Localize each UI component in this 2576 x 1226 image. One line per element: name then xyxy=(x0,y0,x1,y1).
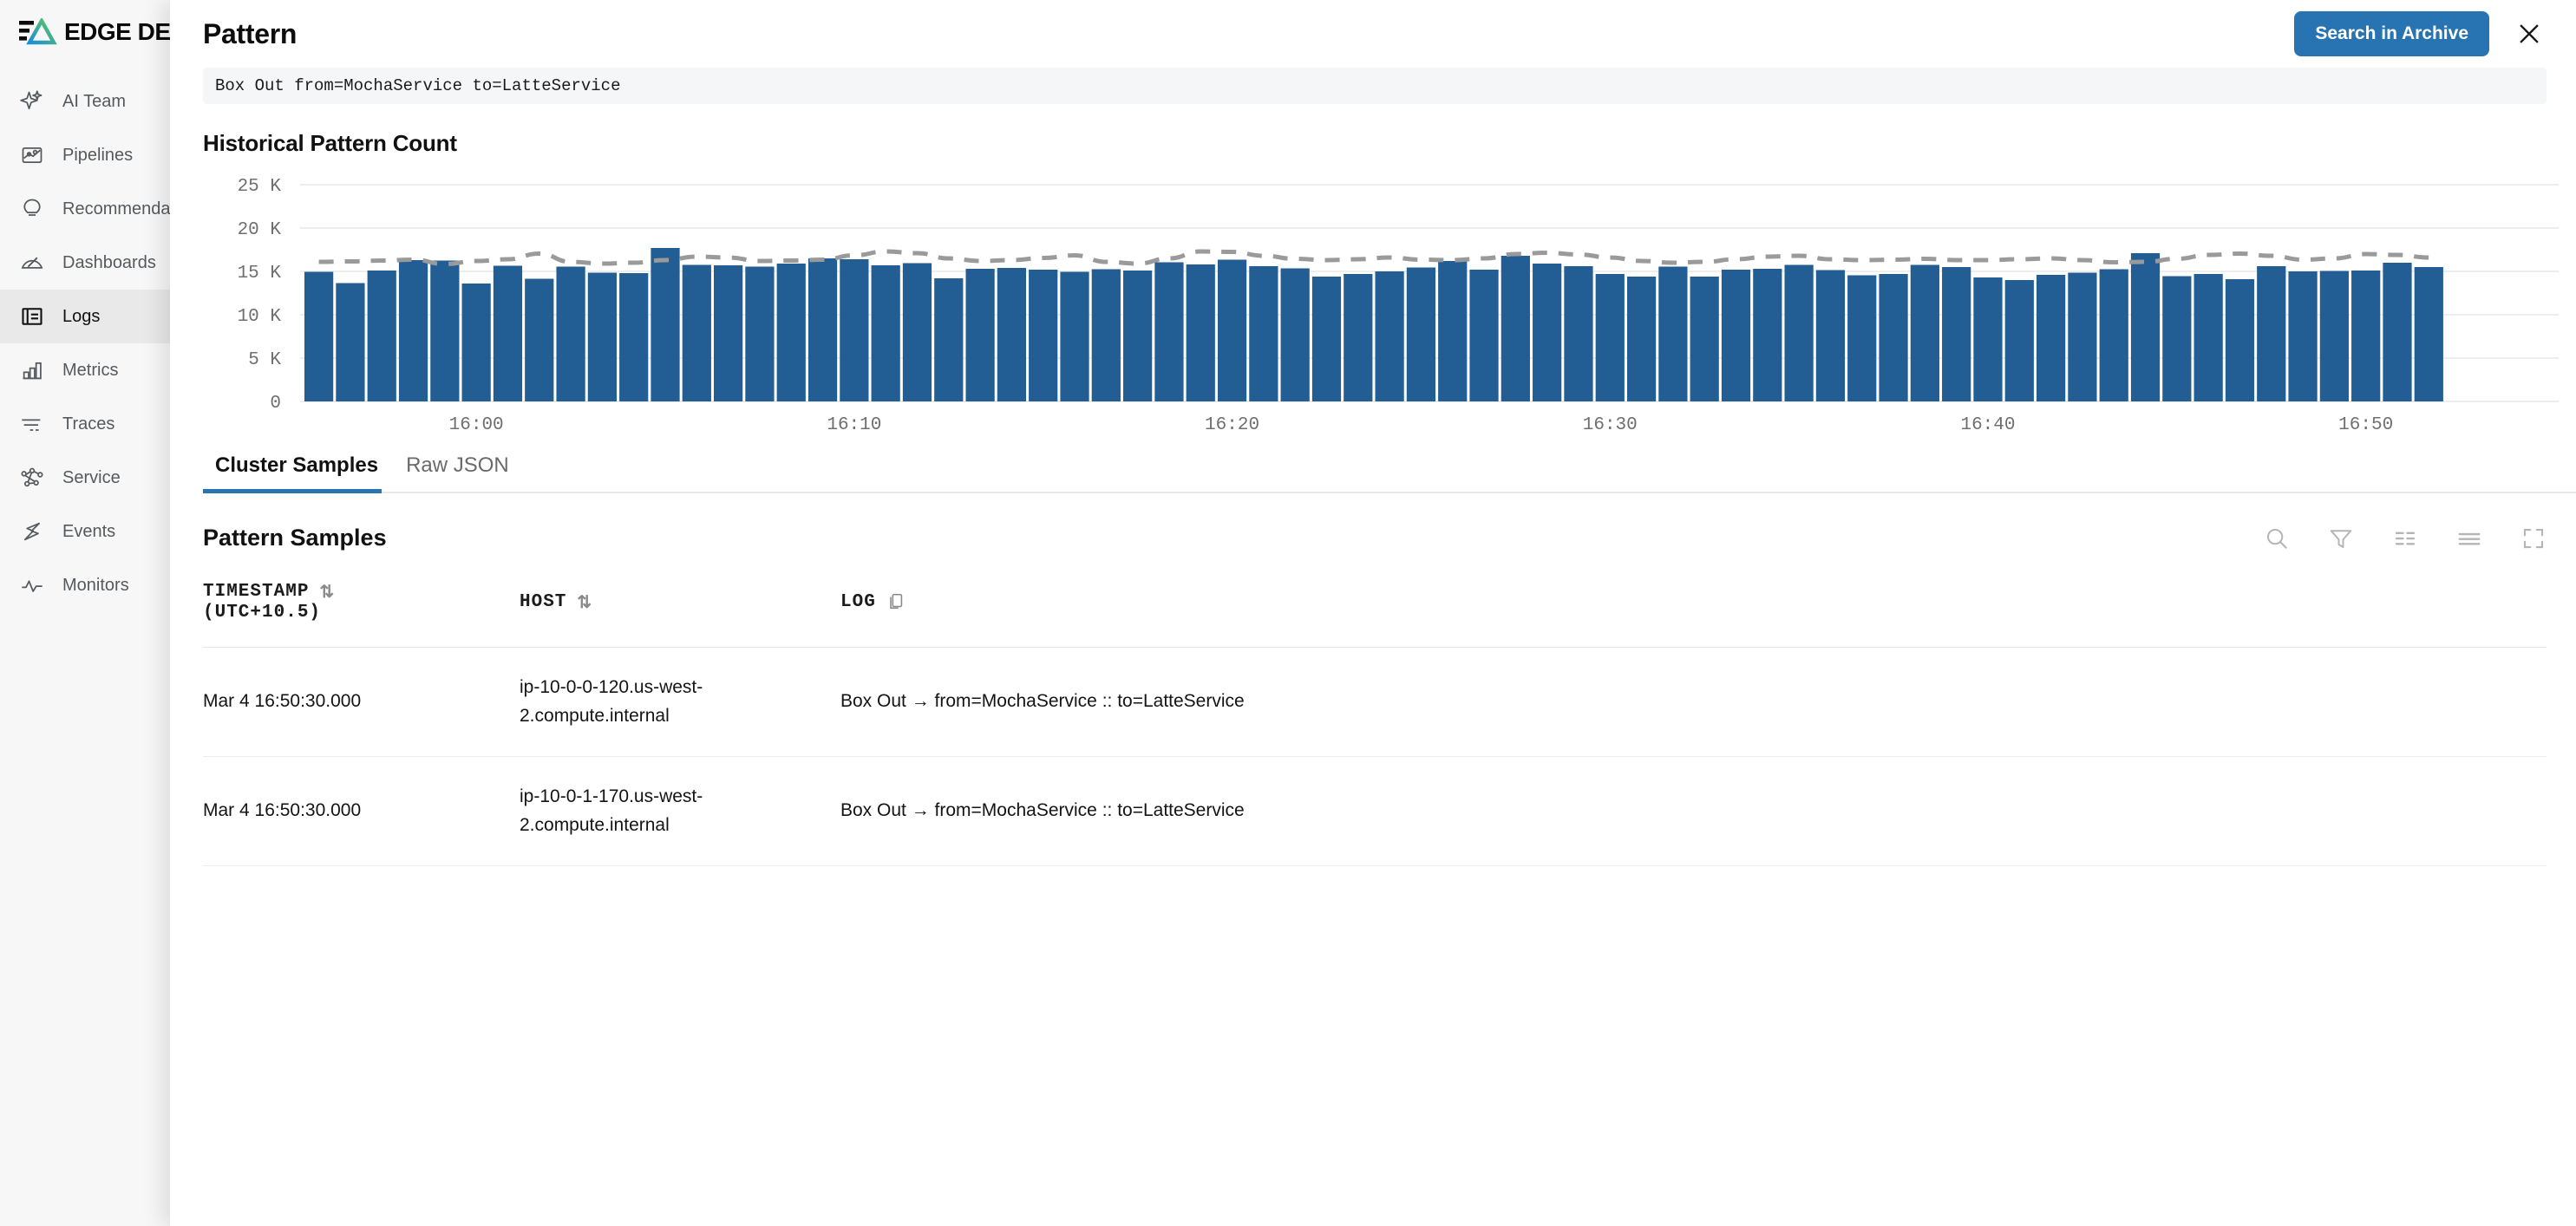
svg-text:10 K: 10 K xyxy=(238,307,282,327)
pattern-detail-panel: Pattern Search in Archive Box Out from=M… xyxy=(170,0,2576,1226)
detail-tabs: Cluster Samples Raw JSON xyxy=(203,436,2576,493)
brand-logo[interactable]: EDGE DELTA xyxy=(0,0,173,64)
sort-icon[interactable]: ⇅ xyxy=(577,592,593,612)
brand-name: EDGE DELTA xyxy=(64,18,173,45)
sidebar-item-events[interactable]: Events xyxy=(0,505,173,558)
sidebar-item-label: Traces xyxy=(62,414,115,434)
sidebar-item-metrics[interactable]: Metrics xyxy=(0,343,173,397)
sidebar-item-label: Dashboards xyxy=(62,252,156,272)
panel-header: Pattern Search in Archive xyxy=(170,0,2576,68)
bar-chart-icon xyxy=(19,357,45,383)
samples-header: Pattern Samples xyxy=(203,525,2547,551)
sidebar-item-monitors[interactable]: Monitors xyxy=(0,558,173,612)
list-view-icon[interactable] xyxy=(2456,525,2482,551)
columns-icon[interactable] xyxy=(2392,525,2418,551)
samples-title: Pattern Samples xyxy=(203,525,387,551)
svg-text:20 K: 20 K xyxy=(238,220,282,240)
sidebar-item-label: Logs xyxy=(62,306,101,326)
sidebar-item-label: Monitors xyxy=(62,575,129,595)
cell-timestamp: Mar 4 16:50:30.000 xyxy=(203,647,520,758)
svg-text:16:40: 16:40 xyxy=(1960,415,2015,429)
search-icon[interactable] xyxy=(2264,525,2290,551)
cell-host: ip-10-0-0-120.us-west-2.compute.internal xyxy=(520,647,840,758)
table-row[interactable]: Mar 4 16:50:30.000 ip-10-0-0-120.us-west… xyxy=(203,647,2547,758)
svg-text:16:00: 16:00 xyxy=(449,415,504,429)
table-row[interactable]: Mar 4 16:50:30.000 ip-10-0-1-170.us-west… xyxy=(203,756,2547,867)
sidebar-item-dashboards[interactable]: Dashboards xyxy=(0,236,173,290)
pattern-text: Box Out from=MochaService to=LatteServic… xyxy=(215,76,621,95)
cell-log: Box Out → from=MochaService :: to=LatteS… xyxy=(840,756,2547,867)
table-header: TIMESTAMP ⇅ (UTC+10.5) HOST ⇅ xyxy=(203,572,2547,648)
sidebar-item-recommendations[interactable]: Recommendations xyxy=(0,182,173,236)
sidebar-item-label: Service xyxy=(62,467,121,487)
copy-icon[interactable] xyxy=(886,592,906,611)
sidebar-item-ai-team[interactable]: AI Team xyxy=(0,75,173,128)
sparkle-icon xyxy=(19,88,45,114)
nav-spacer xyxy=(0,64,173,75)
column-log: LOG xyxy=(840,572,2547,648)
traces-icon xyxy=(19,411,45,437)
sidebar-item-label: Events xyxy=(62,521,116,541)
sort-icon[interactable]: ⇅ xyxy=(319,583,336,602)
tab-cluster-samples[interactable]: Cluster Samples xyxy=(203,453,394,493)
edge-delta-logo-icon xyxy=(19,16,57,46)
sidebar-item-label: Recommendations xyxy=(62,199,173,218)
sidebar-item-service[interactable]: Service xyxy=(0,451,173,505)
sidebar-item-logs[interactable]: Logs xyxy=(0,290,173,343)
table-body: Mar 4 16:50:30.000 ip-10-0-0-120.us-west… xyxy=(203,647,2547,867)
header-actions: Search in Archive xyxy=(2294,11,2547,56)
gauge-icon xyxy=(19,250,45,276)
cell-log: Box Out → from=MochaService :: to=LatteS… xyxy=(840,647,2547,758)
sidebar-item-traces[interactable]: Traces xyxy=(0,397,173,451)
column-timestamp-sublabel: (UTC+10.5) xyxy=(203,603,322,623)
pattern-samples-table: TIMESTAMP ⇅ (UTC+10.5) HOST ⇅ xyxy=(203,572,2547,867)
cell-timestamp: Mar 4 16:50:30.000 xyxy=(203,756,520,867)
page-title: Pattern xyxy=(203,17,297,49)
svg-text:15 K: 15 K xyxy=(238,264,282,284)
sidebar: EDGE DELTA AI Team Pipelines xyxy=(0,0,173,1226)
column-host-label: HOST xyxy=(520,591,567,612)
tab-raw-json[interactable]: Raw JSON xyxy=(406,453,509,477)
column-timestamp: TIMESTAMP ⇅ (UTC+10.5) xyxy=(203,572,520,648)
svg-text:16:20: 16:20 xyxy=(1205,415,1259,429)
table-header-row: TIMESTAMP ⇅ (UTC+10.5) HOST ⇅ xyxy=(203,572,2547,648)
sidebar-item-label: AI Team xyxy=(62,91,126,111)
lightbulb-icon xyxy=(19,196,45,222)
logs-icon xyxy=(19,303,45,329)
svg-text:5 K: 5 K xyxy=(248,350,281,370)
filter-icon[interactable] xyxy=(2328,525,2354,551)
svg-text:25 K: 25 K xyxy=(238,177,282,197)
chart-title: Historical Pattern Count xyxy=(203,130,457,156)
svg-text:0: 0 xyxy=(270,394,281,414)
column-log-label: LOG xyxy=(840,591,876,612)
svg-text:16:10: 16:10 xyxy=(827,415,881,429)
service-map-icon xyxy=(19,465,45,491)
column-timestamp-label: TIMESTAMP xyxy=(203,582,310,602)
pattern-text-bar: Box Out from=MochaService to=LatteServic… xyxy=(203,68,2547,104)
sidebar-item-pipelines[interactable]: Pipelines xyxy=(0,128,173,182)
sidebar-item-label: Pipelines xyxy=(62,145,134,165)
column-host: HOST ⇅ xyxy=(520,572,840,648)
historical-pattern-count-chart[interactable]: 0 5 K 10 K 15 K 20 K 25 K 16:00 16:10 16:20 16:30… xyxy=(170,169,2576,429)
lightning-icon xyxy=(19,518,45,545)
pipeline-icon xyxy=(19,142,45,168)
search-in-archive-button[interactable]: Search in Archive xyxy=(2294,11,2489,56)
fullscreen-icon[interactable] xyxy=(2520,525,2547,551)
pulse-icon xyxy=(19,572,45,598)
samples-toolbar xyxy=(2264,525,2547,551)
close-icon[interactable] xyxy=(2512,16,2547,51)
svg-text:16:30: 16:30 xyxy=(1583,415,1638,429)
svg-text:16:50: 16:50 xyxy=(2338,415,2393,429)
chart-canvas: 0 5 K 10 K 15 K 20 K 25 K 16:00 16:10 16:20 16:30… xyxy=(238,177,2559,429)
cell-host: ip-10-0-1-170.us-west-2.compute.internal xyxy=(520,756,840,867)
sidebar-item-label: Metrics xyxy=(62,360,119,380)
